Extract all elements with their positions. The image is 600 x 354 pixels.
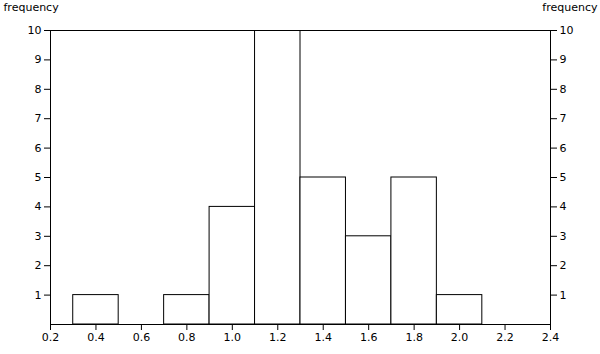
svg-text:0.4: 0.4 (87, 331, 105, 344)
svg-text:6: 6 (560, 142, 567, 155)
svg-text:7: 7 (35, 112, 42, 125)
svg-text:10: 10 (560, 24, 574, 37)
svg-text:0.6: 0.6 (133, 331, 151, 344)
svg-text:frequency: frequency (4, 1, 60, 14)
svg-text:9: 9 (35, 53, 42, 66)
svg-text:4: 4 (35, 200, 42, 213)
svg-text:1: 1 (35, 289, 42, 302)
svg-text:3: 3 (35, 230, 42, 243)
svg-text:1.2: 1.2 (269, 331, 287, 344)
svg-text:9: 9 (560, 53, 567, 66)
svg-text:7: 7 (560, 112, 567, 125)
svg-text:0.2: 0.2 (42, 331, 60, 344)
svg-text:frequency: frequency (542, 1, 598, 14)
svg-text:8: 8 (560, 83, 567, 96)
svg-text:4: 4 (560, 200, 567, 213)
svg-text:1.6: 1.6 (360, 331, 378, 344)
svg-text:10: 10 (28, 24, 42, 37)
svg-text:5: 5 (35, 171, 42, 184)
svg-text:6: 6 (35, 142, 42, 155)
svg-text:0.8: 0.8 (178, 331, 196, 344)
svg-text:2.0: 2.0 (451, 331, 469, 344)
svg-text:5: 5 (560, 171, 567, 184)
svg-text:1.0: 1.0 (224, 331, 242, 344)
svg-text:3: 3 (560, 230, 567, 243)
svg-text:2.2: 2.2 (496, 331, 513, 344)
svg-text:2.4: 2.4 (542, 331, 560, 344)
svg-text:2: 2 (560, 259, 567, 272)
svg-text:2: 2 (35, 259, 42, 272)
svg-text:1: 1 (560, 289, 567, 302)
svg-text:8: 8 (35, 83, 42, 96)
svg-text:1.8: 1.8 (405, 331, 423, 344)
svg-text:1.4: 1.4 (314, 331, 332, 344)
